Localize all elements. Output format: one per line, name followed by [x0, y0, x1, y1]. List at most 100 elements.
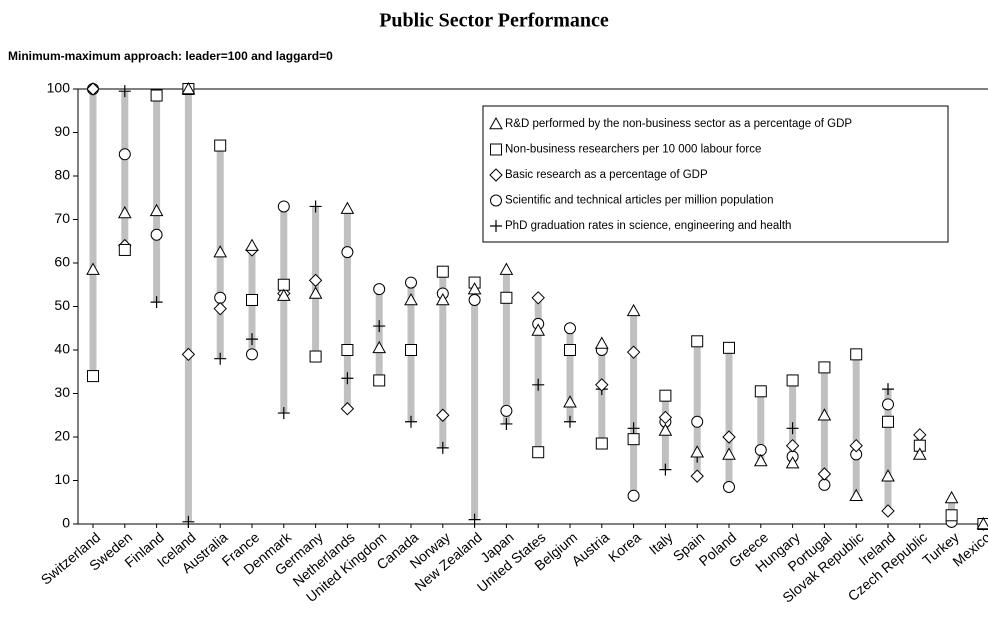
range-bar [757, 391, 765, 461]
triangle-marker [658, 423, 673, 436]
square-marker [818, 361, 831, 374]
circle-marker [118, 148, 131, 161]
plus-marker [532, 378, 545, 391]
diamond-marker [181, 347, 196, 362]
circle-marker [490, 194, 502, 207]
triangle-marker [149, 203, 164, 217]
diamond-marker [308, 273, 323, 288]
triangle-marker [753, 453, 768, 467]
diamond-marker [626, 345, 641, 359]
diamond-marker [690, 469, 704, 483]
range-bar [852, 354, 860, 496]
circle-marker [627, 489, 640, 502]
plus-marker [500, 417, 513, 430]
y-tick-label: 0 [62, 515, 70, 531]
circle-marker [691, 415, 704, 428]
plus-marker [436, 441, 449, 454]
triangle-marker [213, 245, 228, 258]
legend-label: Basic research as a percentage of GDP [505, 169, 708, 181]
square-marker [564, 344, 576, 356]
range-bar [343, 208, 351, 409]
y-tick-label: 60 [54, 254, 70, 270]
square-marker [341, 344, 354, 356]
range-bar [89, 89, 97, 377]
triangle-marker [976, 516, 988, 530]
triangle-marker [276, 288, 291, 301]
diamond-marker [785, 438, 800, 453]
range-bar [375, 289, 383, 381]
range-bar [534, 297, 542, 453]
square-marker [246, 293, 258, 306]
range-bar [439, 271, 447, 448]
triangle-marker [944, 490, 959, 504]
range-bar [566, 328, 574, 422]
y-tick-label: 100 [47, 80, 71, 96]
square-marker [373, 374, 386, 387]
diamond-marker [658, 410, 673, 425]
chart-title: Public Sector Performance [379, 10, 609, 32]
plus-marker [150, 296, 163, 309]
y-tick-label: 40 [54, 341, 70, 357]
square-marker [87, 370, 99, 383]
triangle-marker [245, 238, 259, 251]
triangle-marker [849, 488, 864, 502]
square-marker [118, 243, 131, 256]
circle-marker [500, 404, 513, 417]
diamond-marker [817, 467, 832, 481]
circle-marker [405, 276, 417, 289]
diamond-marker [531, 291, 545, 305]
square-marker [436, 265, 449, 278]
plus-marker [341, 372, 354, 385]
y-tick-label: 80 [54, 167, 70, 183]
diamond-marker [489, 168, 503, 182]
y-tick-label: 50 [54, 297, 70, 313]
y-tick-label: 90 [54, 123, 70, 139]
range-bar [820, 367, 828, 485]
range-bar [184, 89, 192, 522]
circle-marker [818, 478, 831, 491]
triangle-marker [499, 262, 514, 275]
triangle-marker [117, 205, 132, 219]
circle-marker [564, 322, 576, 335]
plus-marker [882, 383, 894, 396]
chart-subtitle: Minimum-maximum approach: leader=100 and… [8, 49, 333, 63]
x-tick-label: Austria [568, 529, 612, 569]
diamond-marker [722, 430, 736, 444]
range-bar [471, 282, 479, 520]
circle-marker [214, 291, 227, 304]
range-bar [725, 347, 733, 488]
range-bar [121, 91, 129, 250]
range-bar [502, 269, 510, 424]
circle-marker [277, 200, 290, 213]
triangle-marker [690, 445, 705, 458]
diamond-marker [86, 82, 100, 96]
square-marker [723, 341, 735, 354]
x-tick-label: Korea [605, 529, 644, 565]
square-marker [691, 335, 704, 348]
legend-label: Scientific and technical articles per mi… [505, 195, 773, 207]
diamond-marker [881, 504, 895, 518]
plus-marker [309, 200, 322, 213]
plus-marker [214, 352, 227, 365]
diamond-marker [595, 378, 609, 392]
triangle-marker [912, 447, 927, 460]
plus-marker [118, 85, 131, 98]
triangle-marker [308, 286, 323, 299]
plus-marker [786, 422, 799, 435]
triangle-marker [372, 340, 387, 354]
plus-marker [659, 463, 672, 476]
y-tick-label: 30 [54, 384, 70, 400]
plus-marker [564, 415, 576, 428]
square-marker [627, 433, 640, 446]
triangle-marker [785, 456, 800, 469]
triangle-marker [435, 292, 450, 306]
triangle-marker [881, 469, 895, 482]
plus-marker [468, 513, 481, 526]
circle-marker [468, 293, 481, 306]
circle-marker [246, 348, 258, 361]
triangle-marker [467, 282, 482, 295]
plus-marker [182, 515, 195, 528]
range-bar [884, 389, 892, 511]
circle-marker [341, 246, 354, 259]
